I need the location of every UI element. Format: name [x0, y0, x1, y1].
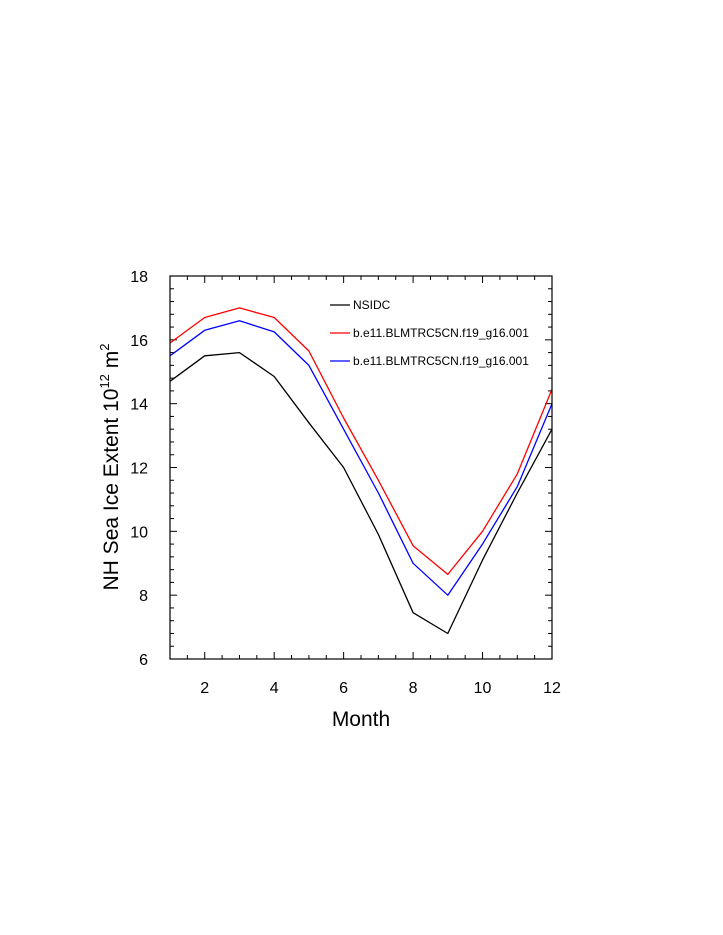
y-axis-title-exponent: 12	[97, 374, 112, 388]
y-axis-title-unit-exponent: 2	[97, 344, 112, 351]
x-axis-title: Month	[332, 708, 390, 731]
y-tick-label: 6	[139, 652, 148, 669]
x-tick-label: 6	[339, 680, 348, 697]
y-tick-label: 14	[130, 397, 148, 414]
y-tick-label: 8	[139, 588, 148, 605]
legend: NSIDC b.e11.BLMTRC5CN.f19_g16.001 b.e11.BL…	[330, 298, 529, 368]
series-lines	[169, 307, 553, 635]
x-tick-label: 10	[474, 680, 492, 697]
y-tick-label: 10	[130, 524, 148, 541]
x-tick-label: 12	[543, 680, 561, 697]
legend-label-1: b.e11.BLMTRC5CN.f19_g16.001	[353, 326, 529, 340]
y-axis-title-unit: m	[100, 351, 123, 374]
legend-label-0: NSIDC	[353, 298, 391, 312]
series-line-1	[169, 307, 553, 576]
plot-frame	[169, 275, 553, 660]
x-tick-label: 4	[270, 680, 279, 697]
tick-labels: 2 4 6 8 10 12 6 8 10 12 14 16 18	[130, 269, 561, 697]
y-axis-title: NH Sea Ice Extent 1012 m2	[97, 344, 123, 591]
series-line-0	[169, 351, 553, 635]
y-tick-label: 12	[130, 461, 148, 478]
x-tick-label: 2	[200, 680, 209, 697]
legend-label-2: b.e11.BLMTRC5CN.f19_g16.001	[353, 354, 529, 368]
y-tick-label: 16	[130, 333, 148, 350]
series-line-2	[169, 320, 553, 596]
x-tick-label: 8	[409, 680, 418, 697]
y-tick-label: 18	[130, 269, 148, 286]
y-axis-title-main: NH Sea Ice Extent 10	[100, 389, 123, 591]
